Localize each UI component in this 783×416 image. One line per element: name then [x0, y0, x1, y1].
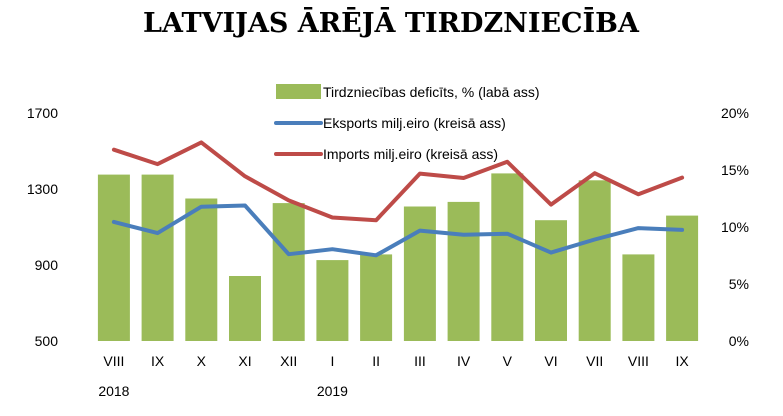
right-axis-tick-label: 5%	[729, 276, 749, 292]
deficit-bar	[360, 254, 393, 341]
bars-layer	[97, 173, 699, 341]
category-label: X	[197, 353, 207, 369]
category-label: IX	[151, 353, 165, 369]
deficit-bar	[578, 180, 611, 341]
deficit-bar	[491, 173, 524, 341]
category-label: VIII	[628, 353, 649, 369]
legend-label: Eksports milj.eiro (kreisā ass)	[323, 115, 506, 131]
right-axis-tick-label: 10%	[721, 219, 749, 235]
category-label: V	[503, 353, 513, 369]
right-axis-tick-label: 20%	[721, 105, 749, 121]
deficit-bar	[316, 260, 349, 341]
imports-line	[111, 140, 685, 223]
legend: Tirdzniecības deficīts, % (labā ass) Eksp…	[274, 84, 540, 162]
deficit-bar	[185, 198, 218, 341]
category-label: IX	[675, 353, 689, 369]
deficit-bar	[447, 201, 480, 341]
left-axis-tick-label: 900	[35, 257, 59, 273]
left-axis-tick-label: 500	[35, 333, 59, 349]
exports-line	[111, 203, 685, 258]
category-label: III	[414, 353, 426, 369]
category-label: IV	[457, 353, 471, 369]
deficit-bar	[272, 203, 305, 341]
category-label: VI	[544, 353, 557, 369]
category-label: VIII	[103, 353, 124, 369]
left-axis-tick-label: 1300	[27, 181, 58, 197]
right-axis-tick-label: 0%	[729, 333, 749, 349]
legend-label: Tirdzniecības deficīts, % (labā ass)	[323, 84, 540, 100]
category-label: XII	[280, 353, 297, 369]
chart-title: LATVIJAS ĀRĒJĀ TIRDZNIECĪBA	[143, 6, 640, 39]
deficit-bar	[229, 276, 261, 341]
deficit-bar	[97, 174, 130, 341]
lines-layer	[111, 140, 685, 258]
deficit-bar	[403, 206, 436, 341]
year-label: 2018	[98, 383, 129, 399]
left-axis-tick-label: 1700	[27, 105, 58, 121]
category-label: XI	[238, 353, 251, 369]
category-label: I	[330, 353, 334, 369]
deficit-bar	[666, 215, 699, 341]
deficit-bar	[622, 254, 655, 341]
category-label: VII	[586, 353, 603, 369]
legend-label: Imports milj.eiro (kreisā ass)	[323, 146, 498, 162]
category-label: II	[372, 353, 380, 369]
right-axis-tick-label: 15%	[721, 162, 749, 178]
deficit-bar	[141, 174, 174, 341]
deficit-bar	[535, 220, 567, 341]
legend-swatch-bar	[276, 84, 321, 99]
year-label: 2019	[317, 383, 348, 399]
